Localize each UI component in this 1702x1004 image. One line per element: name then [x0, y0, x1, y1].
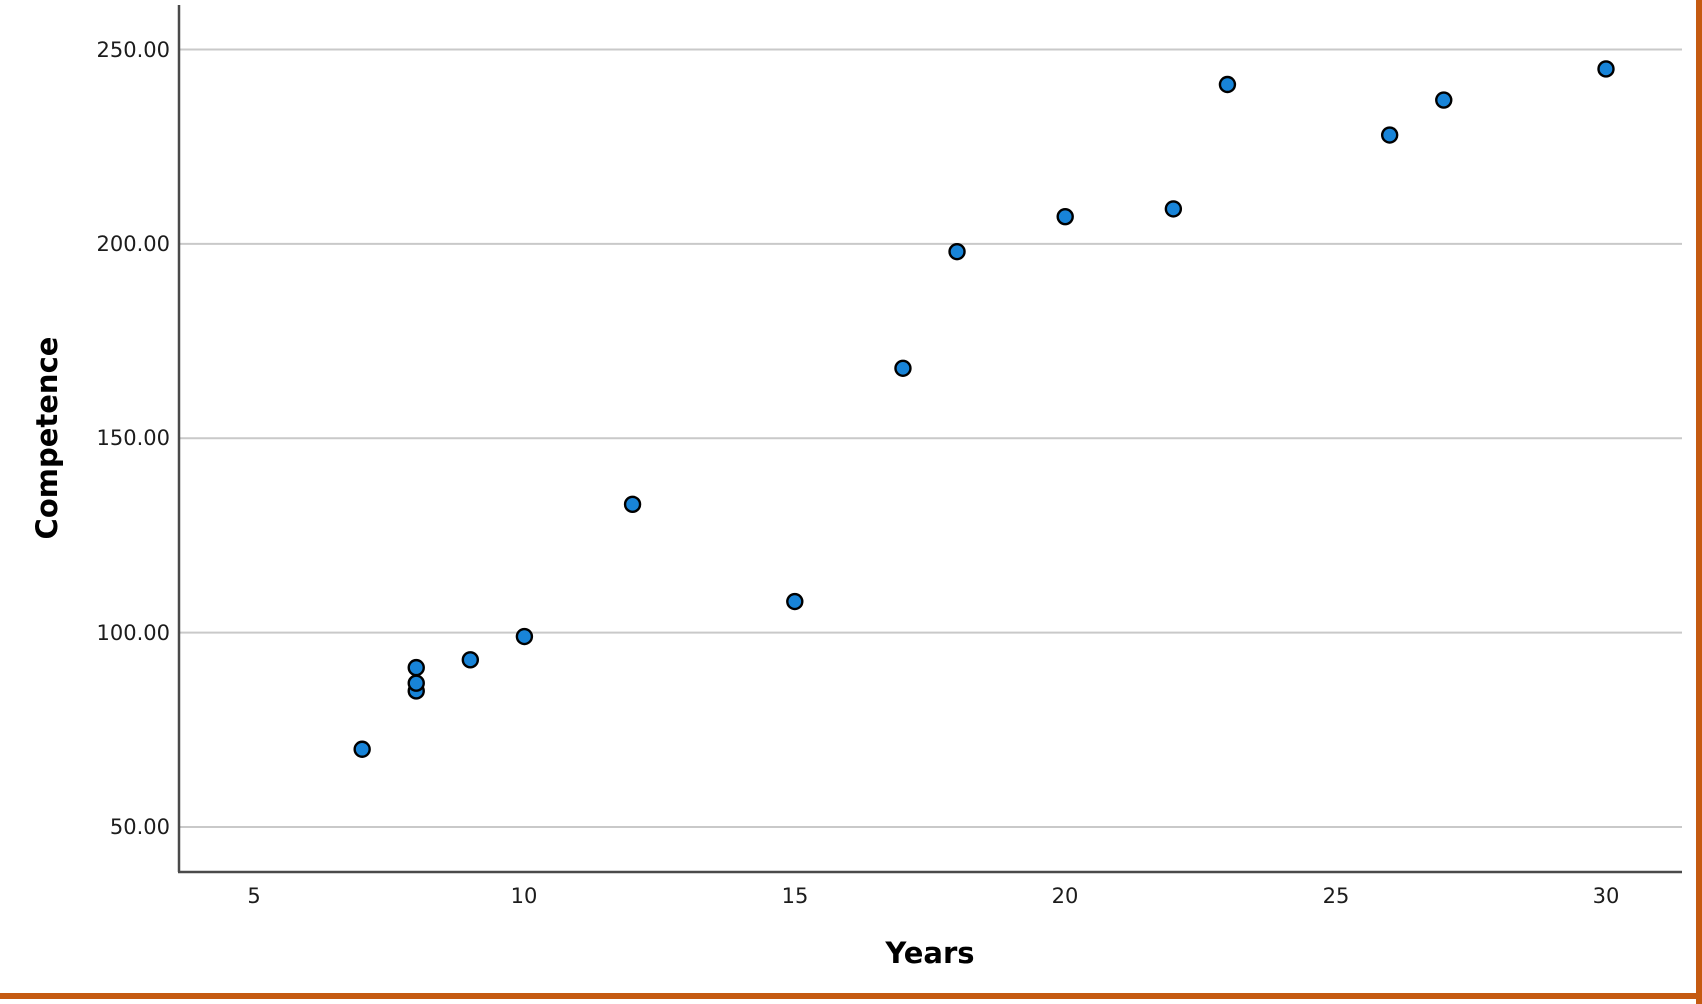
x-tick-label: 10: [510, 884, 538, 908]
data-point: [1056, 207, 1074, 226]
y-tick-label: 150.00: [96, 426, 170, 450]
y-tick-label: 100.00: [96, 621, 170, 645]
y-tick-label: 50.00: [109, 815, 170, 839]
data-point: [407, 658, 425, 677]
data-point: [407, 674, 425, 692]
y-axis-title: Competence: [30, 336, 64, 540]
x-axis-title: Years: [885, 936, 975, 970]
x-tick-label: 30: [1592, 884, 1620, 908]
x-tick-label: 20: [1051, 884, 1079, 908]
data-point: [1597, 60, 1615, 78]
selection-frame-right-border: [1696, 0, 1702, 1004]
data-point: [894, 359, 912, 377]
data-point: [623, 495, 642, 514]
data-point: [1164, 200, 1183, 218]
data-point: [515, 627, 534, 646]
data-point: [1435, 91, 1453, 109]
data-point: [1218, 75, 1237, 94]
data-point: [353, 740, 371, 758]
data-point: [948, 242, 966, 261]
data-point: [1380, 126, 1399, 144]
data-point: [786, 592, 804, 611]
x-tick-label: 15: [781, 884, 809, 908]
data-point: [461, 651, 480, 669]
y-tick-label: 200.00: [96, 232, 170, 256]
x-tick-label: 5: [247, 884, 261, 908]
y-tick-label: 250.00: [96, 38, 170, 62]
selection-frame-bottom-border: [0, 993, 1702, 999]
x-tick-label: 25: [1322, 884, 1350, 908]
